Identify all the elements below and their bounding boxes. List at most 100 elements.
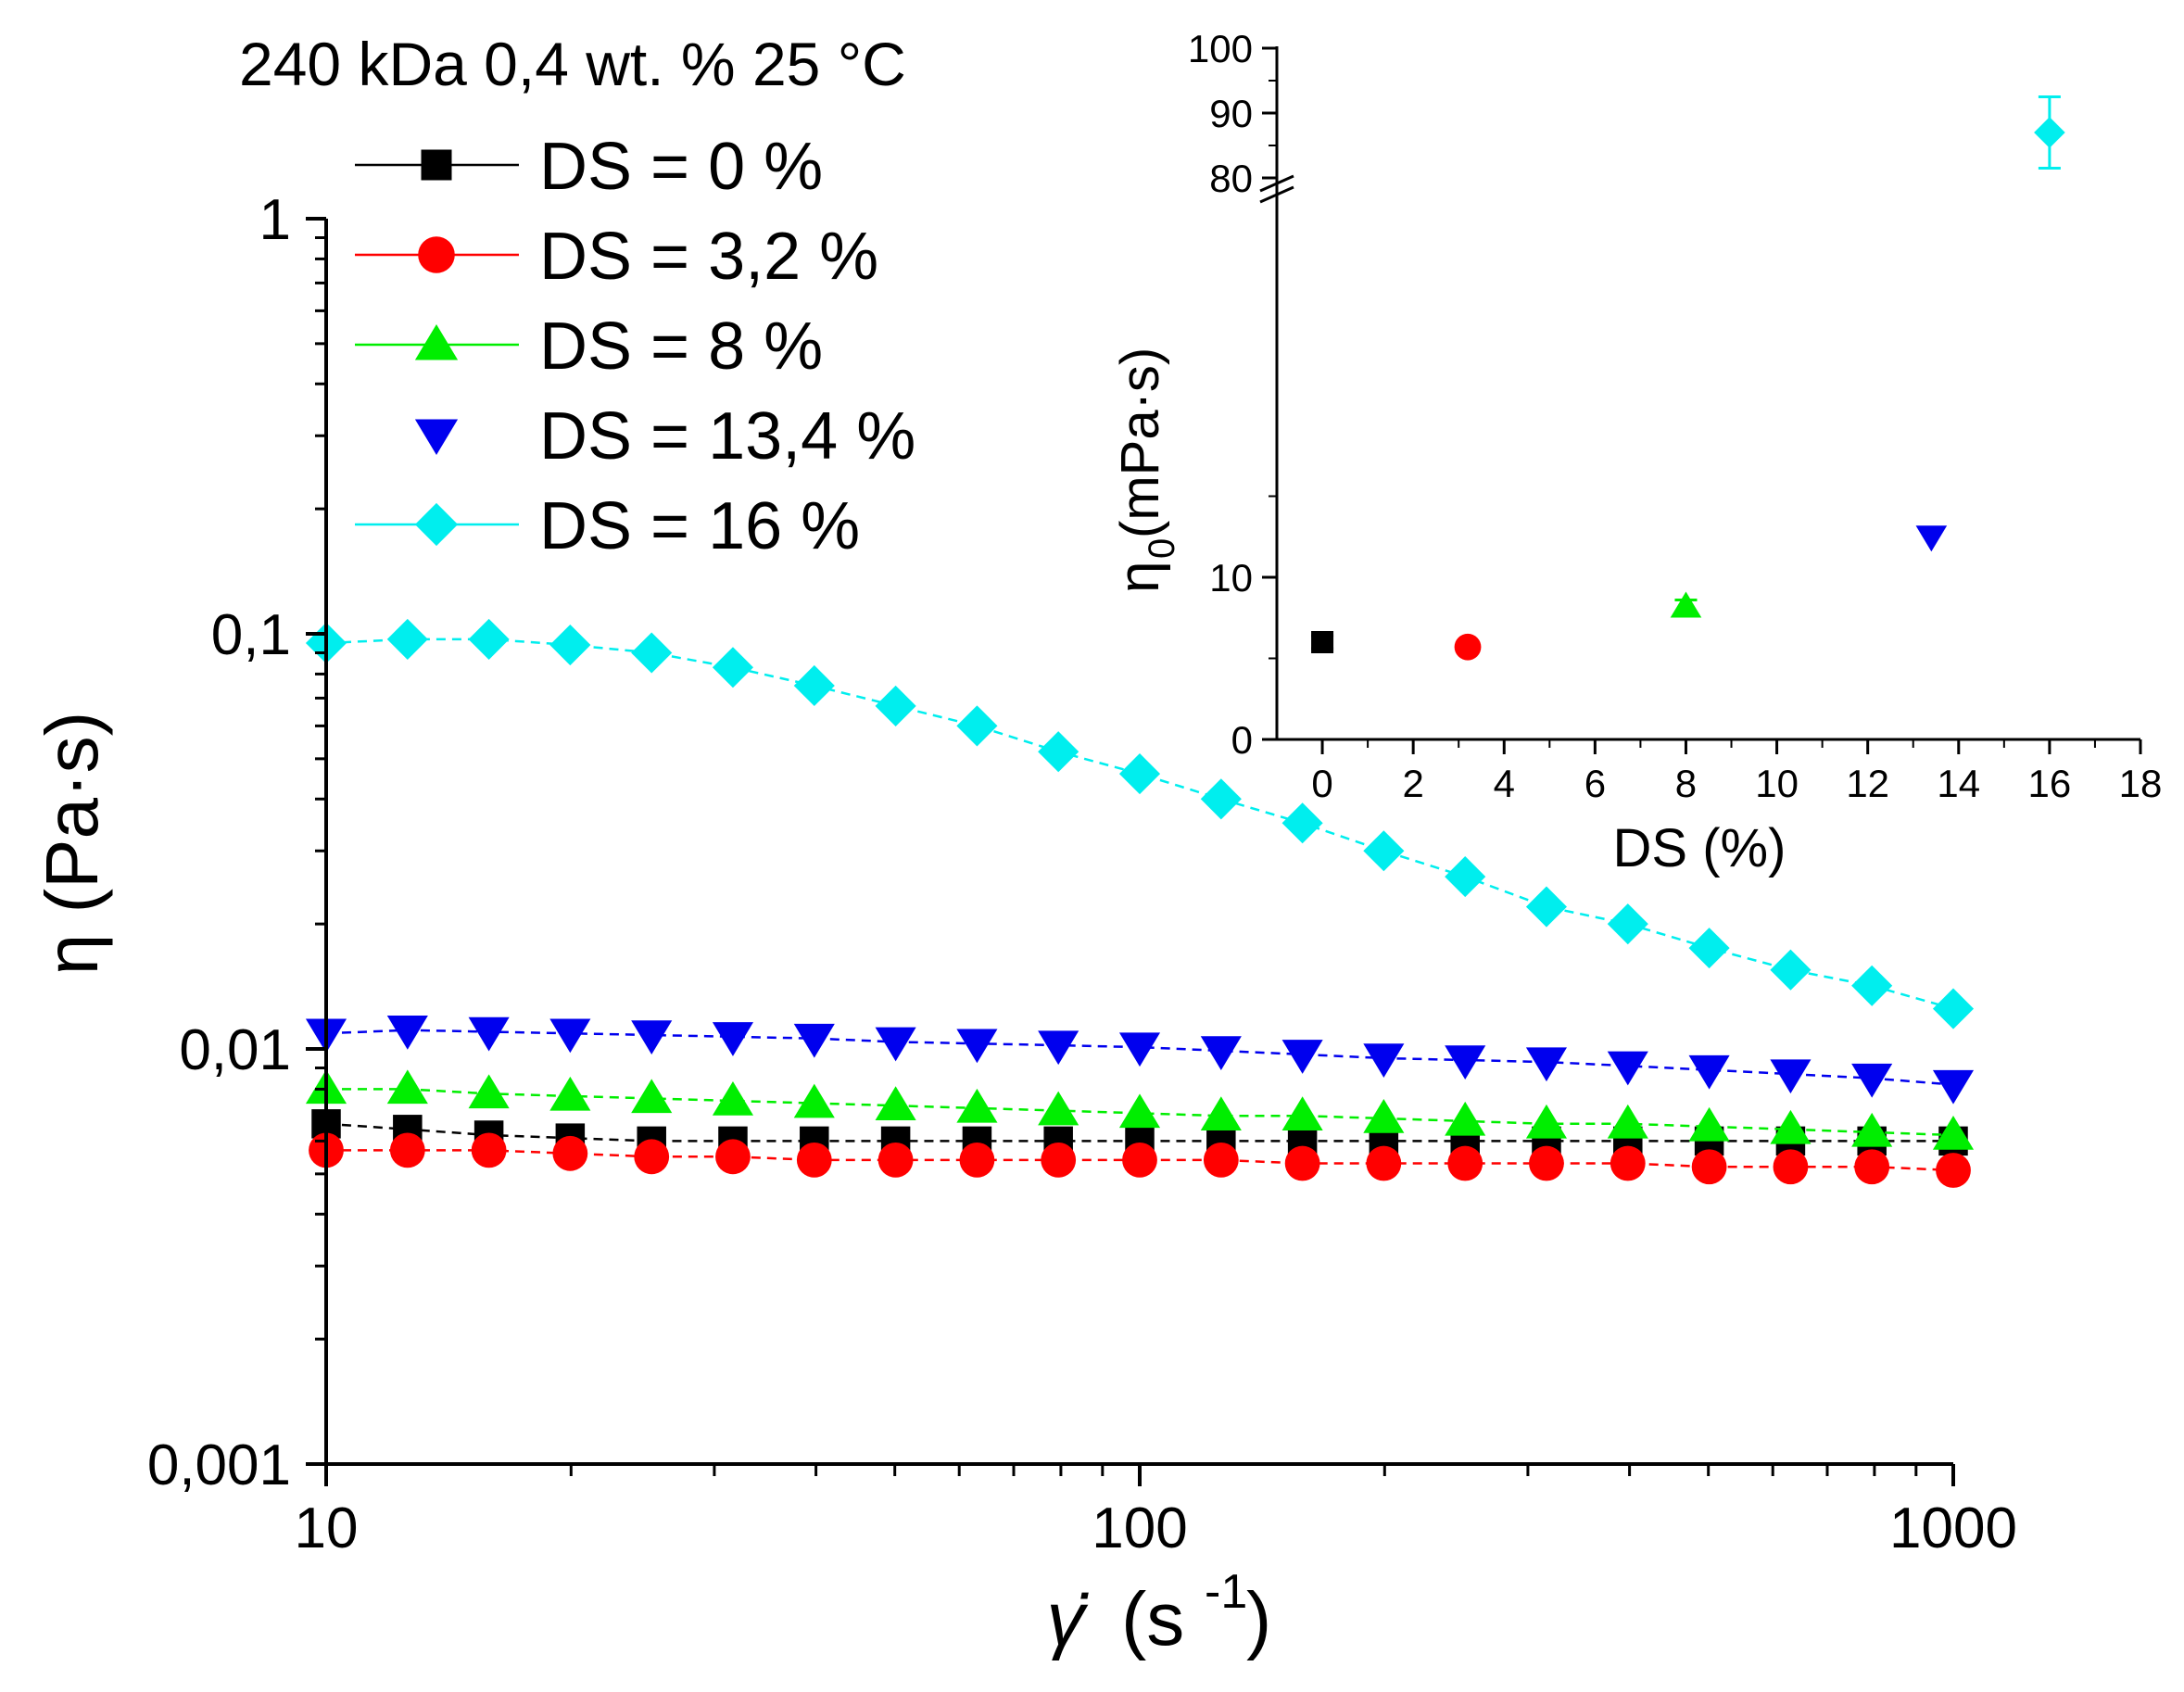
- data-point-ds8: [1525, 1104, 1568, 1139]
- inset-x-tick-label: 16: [2028, 762, 2072, 805]
- data-point-ds32: [1447, 1145, 1483, 1181]
- data-point-ds16: [1932, 988, 1975, 1029]
- data-point-ds32: [1610, 1145, 1646, 1181]
- legend-marker: [418, 236, 455, 273]
- inset-data-point: [1454, 633, 1482, 661]
- data-point-ds134: [549, 1018, 591, 1054]
- data-point-ds134: [1525, 1047, 1568, 1082]
- data-point-ds16: [956, 705, 998, 747]
- inset-y-tick-label: 100: [1188, 27, 1253, 70]
- chart-title: 240 kDa 0,4 wt. % 25 °C: [239, 30, 906, 98]
- data-point-ds134: [1363, 1043, 1405, 1078]
- x-axis-title-units: (s: [1121, 1577, 1184, 1661]
- legend-item-ds134: DS = 13,4 %: [414, 399, 915, 474]
- inset-x-tick-label: 0: [1311, 762, 1332, 805]
- data-point-ds32: [796, 1142, 832, 1178]
- inset-data-point: [2034, 117, 2065, 148]
- inset-y-tick-label: 80: [1209, 157, 1253, 200]
- data-point-ds16: [1607, 903, 1648, 945]
- inset-point-4: [2034, 95, 2065, 170]
- data-point-ds32: [552, 1135, 588, 1171]
- data-point-ds8: [1200, 1096, 1242, 1130]
- data-point-ds134: [1770, 1059, 1812, 1094]
- data-point-ds32: [389, 1132, 425, 1168]
- data-point-ds16: [1118, 753, 1161, 795]
- data-point-ds134: [712, 1022, 754, 1056]
- inset-y-tick-label: 90: [1209, 92, 1253, 135]
- data-point-ds8: [956, 1088, 998, 1123]
- data-point-ds134: [875, 1027, 916, 1062]
- legend-label: DS = 3,2 %: [539, 220, 878, 294]
- y-tick-label: 0,001: [147, 1433, 291, 1497]
- data-point-ds8: [1038, 1091, 1079, 1126]
- data-point-ds16: [1038, 731, 1079, 773]
- series-line-ds16: [325, 638, 1954, 1010]
- data-point-ds32: [1284, 1145, 1320, 1181]
- data-point-ds134: [1200, 1036, 1242, 1070]
- series-line-ds8: [326, 1088, 1954, 1137]
- data-point-ds32: [1691, 1149, 1727, 1185]
- data-point-ds16: [1688, 928, 1730, 969]
- data-point-ds134: [1688, 1054, 1730, 1090]
- inset-x-tick-label: 8: [1675, 762, 1697, 805]
- legend-label: DS = 0 %: [539, 130, 823, 204]
- x-axis-title-exponent: -1: [1205, 1565, 1247, 1619]
- inset-x-tick-label: 14: [1937, 762, 1980, 805]
- data-point-ds134: [1118, 1032, 1161, 1067]
- data-point-ds16: [712, 647, 754, 688]
- data-point-ds32: [634, 1139, 670, 1175]
- y-axis-title: η (Pa·s): [31, 712, 113, 976]
- data-point-ds32: [1203, 1142, 1239, 1178]
- data-point-ds8: [712, 1080, 754, 1116]
- data-point-ds16: [1770, 949, 1812, 991]
- data-point-ds32: [1122, 1142, 1157, 1178]
- data-point-ds16: [631, 632, 673, 674]
- data-point-ds8: [1363, 1099, 1405, 1133]
- data-point-ds8: [1932, 1116, 1975, 1150]
- legend-marker: [414, 502, 459, 547]
- inset-x-tick-label: 6: [1584, 762, 1606, 805]
- data-point-ds8: [793, 1083, 835, 1118]
- legend-item-ds16: DS = 16 %: [355, 489, 860, 563]
- data-point-ds134: [956, 1029, 998, 1064]
- data-point-ds32: [1529, 1145, 1564, 1181]
- legend-marker: [414, 324, 459, 360]
- inset-data-point: [1670, 591, 1702, 618]
- data-point-ds16: [1445, 856, 1486, 898]
- data-point-ds32: [1041, 1142, 1077, 1178]
- x-axis-title-close: ): [1246, 1577, 1271, 1661]
- data-point-ds32: [959, 1142, 995, 1178]
- data-point-ds16: [386, 618, 428, 660]
- inset-y-axis-title-units: (mPa·s): [1110, 347, 1170, 538]
- inset-point-2: [1670, 591, 1702, 618]
- data-point-ds32: [1366, 1145, 1402, 1181]
- inset-y-axis-title-subscript: 0: [1142, 538, 1182, 559]
- data-point-ds16: [549, 624, 591, 666]
- inset-x-tick-label: 4: [1494, 762, 1515, 805]
- data-point-ds134: [1932, 1069, 1975, 1105]
- inset-y-axis-title-symbol: η: [1107, 562, 1171, 593]
- inset-x-tick-label: 10: [1755, 762, 1799, 805]
- data-point-ds32: [1854, 1149, 1890, 1185]
- data-point-ds8: [1851, 1112, 1893, 1147]
- data-point-ds8: [549, 1076, 591, 1111]
- inset-point-3: [1915, 525, 1948, 552]
- data-point-ds16: [1851, 965, 1893, 1006]
- inset-y-tick-label: 10: [1209, 556, 1253, 600]
- x-tick-label: 100: [1092, 1496, 1187, 1560]
- inset-x-tick-label: 2: [1402, 762, 1423, 805]
- legend-marker: [414, 419, 459, 455]
- legend-label: DS = 13,4 %: [539, 399, 915, 474]
- series-ds32: [309, 1132, 1971, 1188]
- inset-x-tick-label: 12: [1846, 762, 1889, 805]
- data-point-ds8: [1445, 1101, 1486, 1136]
- inset-point-0: [1311, 631, 1334, 653]
- data-point-ds32: [471, 1132, 507, 1168]
- data-point-ds16: [875, 685, 916, 726]
- series-line-ds32: [326, 1149, 1954, 1172]
- data-point-ds134: [1607, 1051, 1648, 1086]
- y-tick-label: 0,01: [179, 1018, 291, 1082]
